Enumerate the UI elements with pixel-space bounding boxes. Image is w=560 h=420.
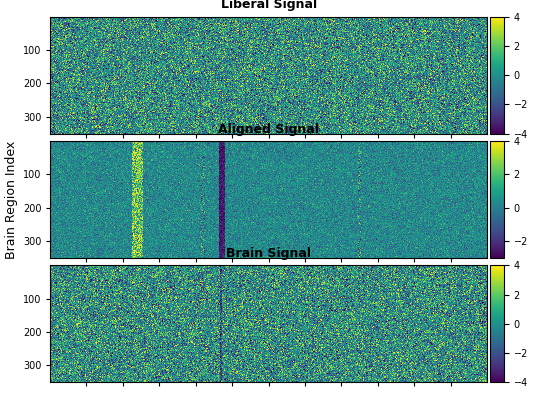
- Title: Liberal Signal: Liberal Signal: [221, 0, 317, 11]
- Text: Brain Region Index: Brain Region Index: [4, 140, 18, 259]
- Title: Brain Signal: Brain Signal: [226, 247, 311, 260]
- X-axis label: Time (sample): Time (sample): [219, 158, 319, 172]
- Title: Aligned Signal: Aligned Signal: [218, 123, 319, 136]
